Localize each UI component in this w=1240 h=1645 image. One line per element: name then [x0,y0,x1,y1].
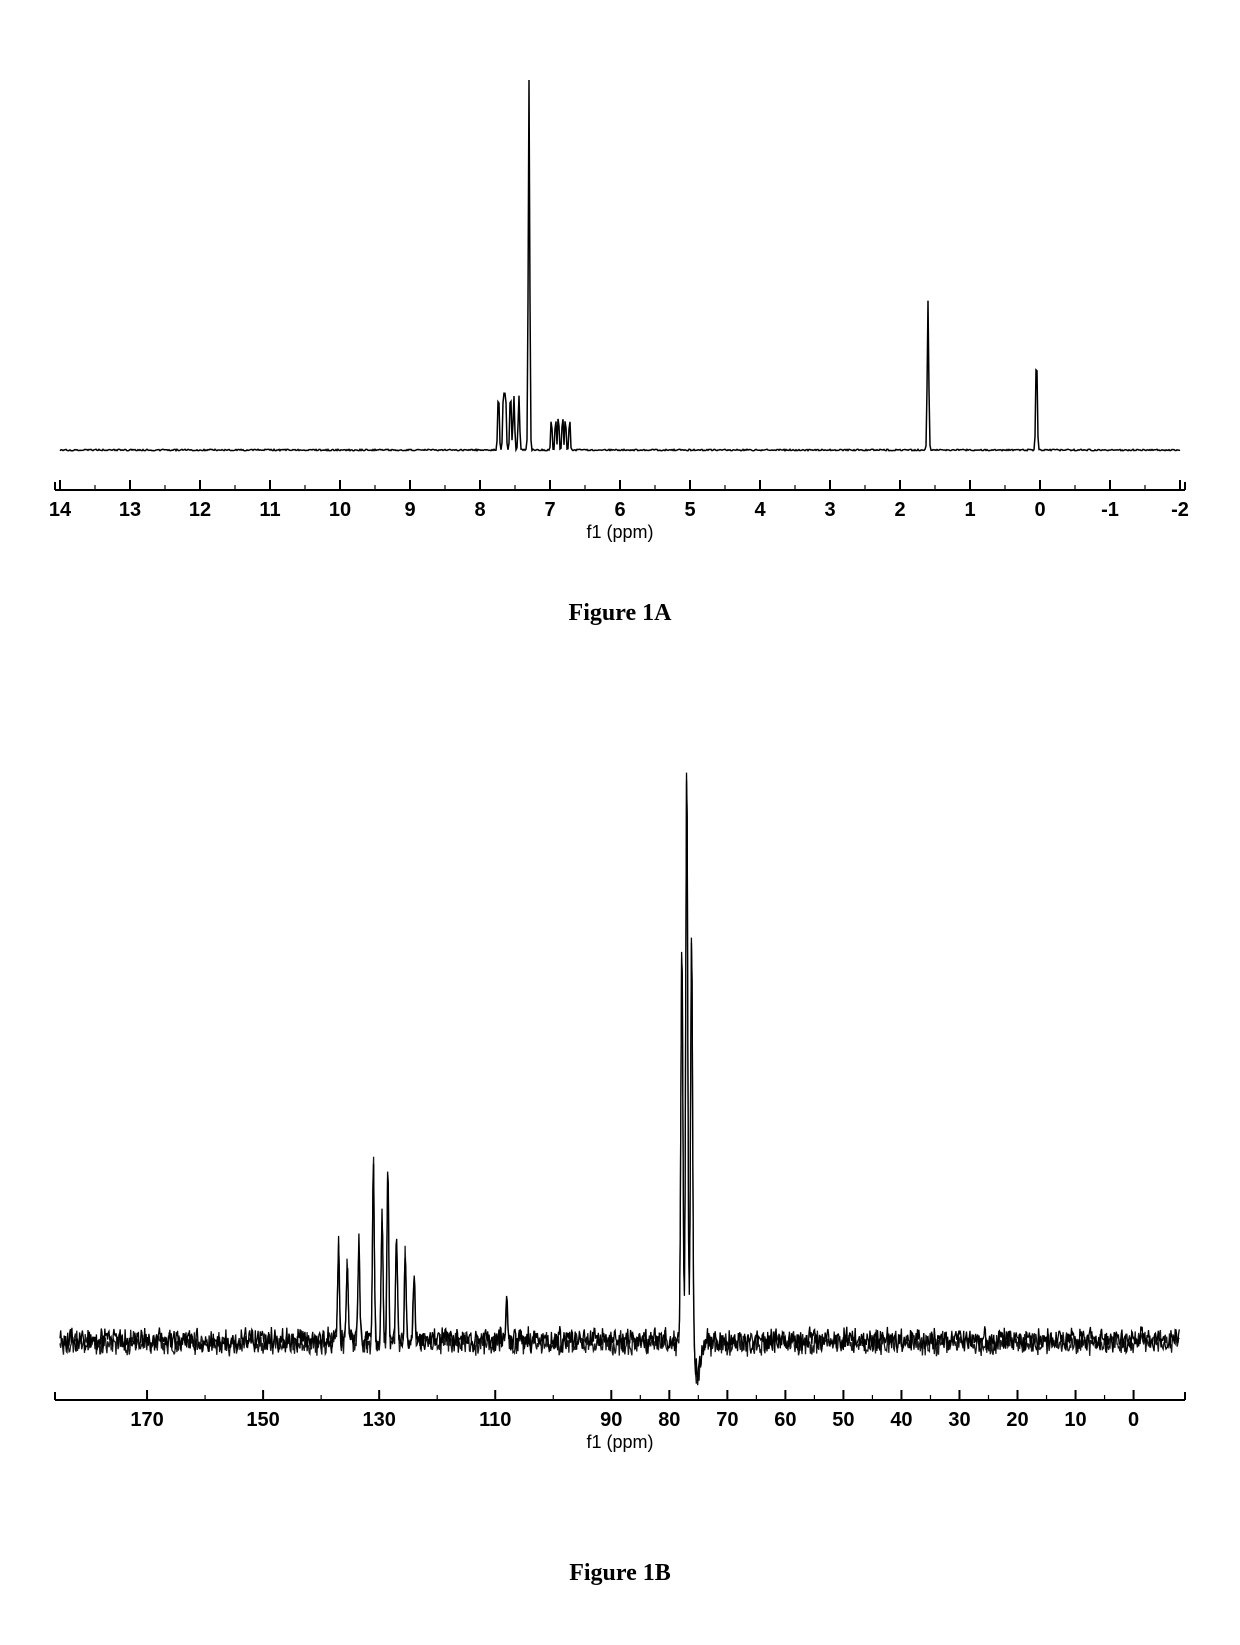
svg-text:5: 5 [684,499,695,521]
svg-text:14: 14 [49,499,72,521]
svg-text:80: 80 [658,1409,680,1431]
svg-text:60: 60 [774,1409,796,1431]
svg-text:2: 2 [894,499,905,521]
svg-text:10: 10 [329,499,351,521]
svg-text:150: 150 [246,1409,279,1431]
svg-text:70: 70 [716,1409,738,1431]
svg-text:0: 0 [1128,1409,1139,1431]
figure-1a-container: 14131211109876543210-1-2f1 (ppm) [0,30,1240,570]
svg-text:12: 12 [189,499,211,521]
svg-text:-1: -1 [1101,499,1119,521]
svg-text:130: 130 [362,1409,395,1431]
svg-text:9: 9 [404,499,415,521]
figure-1b-svg: 170 150 130 110 90 80 70 60 50 40 30 20 10 0 f1 (ppm) [40,740,1200,1480]
svg-text:90: 90 [600,1409,622,1431]
svg-text:-2: -2 [1171,499,1189,521]
svg-text:1: 1 [964,499,975,521]
svg-text:3: 3 [824,499,835,521]
svg-text:8: 8 [474,499,485,521]
svg-text:30: 30 [948,1409,970,1431]
svg-text:170: 170 [130,1409,163,1431]
svg-text:6: 6 [614,499,625,521]
figure-1b-caption: Figure 1B [0,1560,1240,1587]
svg-text:40: 40 [890,1409,912,1431]
figure-1b-container: 170 150 130 110 90 80 70 60 50 40 30 20 10 0 f1 (ppm) [0,740,1240,1480]
svg-text:7: 7 [544,499,555,521]
svg-text:11: 11 [259,499,280,521]
svg-text:50: 50 [832,1409,854,1431]
svg-text:f1 (ppm): f1 (ppm) [586,1432,653,1452]
svg-text:f1 (ppm): f1 (ppm) [586,522,653,542]
svg-text:20: 20 [1006,1409,1028,1431]
figure-1a-svg: 14131211109876543210-1-2f1 (ppm) [40,30,1200,570]
figure-1a-spectrum: 14131211109876543210-1-2f1 (ppm) [0,30,1240,570]
figure-1a-caption: Figure 1A [0,600,1240,627]
figure-1b-spectrum: 170 150 130 110 90 80 70 60 50 40 30 20 10 0 f1 (ppm) [0,740,1240,1480]
svg-text:110: 110 [479,1409,511,1431]
svg-text:0: 0 [1034,499,1045,521]
svg-text:13: 13 [119,499,141,521]
svg-text:10: 10 [1064,1409,1086,1431]
svg-text:4: 4 [754,499,766,521]
